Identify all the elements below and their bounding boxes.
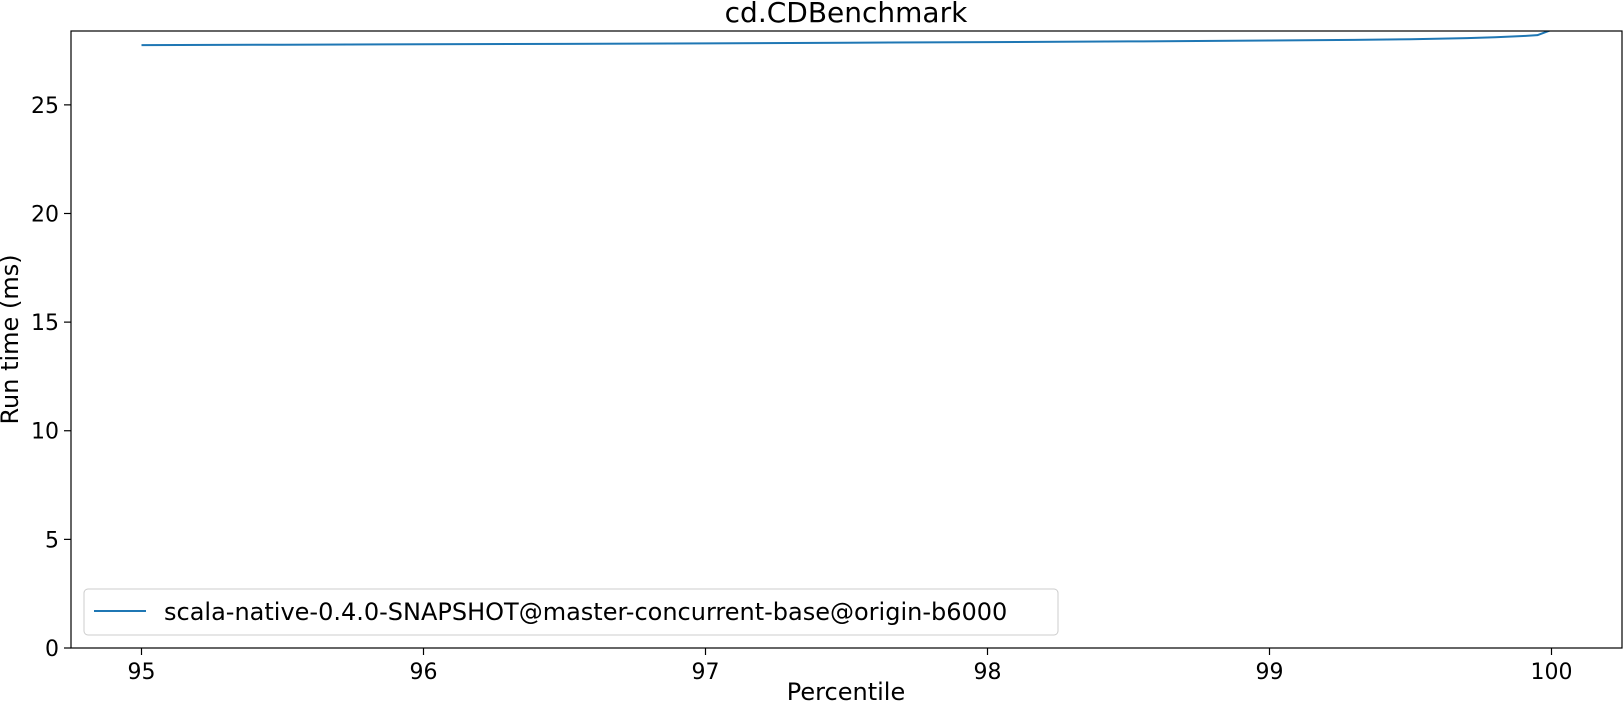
y-axis-label: Run time (ms) — [0, 254, 24, 424]
x-tick-label: 99 — [1256, 660, 1284, 685]
y-tick-label: 25 — [31, 94, 59, 119]
series-layer — [141, 31, 1552, 47]
plot-frame — [70, 30, 1623, 649]
y-axis-ticks: 0 5 10 15 20 25 — [31, 94, 71, 662]
legend: scala-native-0.4.0-SNAPSHOT@master-concu… — [83, 588, 1059, 636]
series-line-0 — [141, 31, 1552, 47]
x-tick-label: 100 — [1531, 660, 1573, 685]
y-tick-label: 15 — [31, 311, 59, 336]
y-tick-label: 5 — [45, 528, 59, 553]
x-tick-label: 97 — [692, 660, 720, 685]
legend-entry-label: scala-native-0.4.0-SNAPSHOT@master-concu… — [164, 598, 1007, 626]
y-tick-label: 20 — [31, 202, 59, 227]
chart-title: cd.CDBenchmark — [725, 0, 968, 29]
y-tick-label: 10 — [31, 420, 59, 445]
y-tick-label: 0 — [45, 637, 59, 662]
legend-box — [83, 588, 1059, 636]
x-tick-label: 98 — [974, 660, 1002, 685]
x-axis-ticks: 95 96 97 98 99 100 — [128, 648, 1573, 685]
x-axis-label: Percentile — [787, 678, 905, 706]
x-tick-label: 96 — [410, 660, 438, 685]
x-tick-label: 95 — [128, 660, 156, 685]
